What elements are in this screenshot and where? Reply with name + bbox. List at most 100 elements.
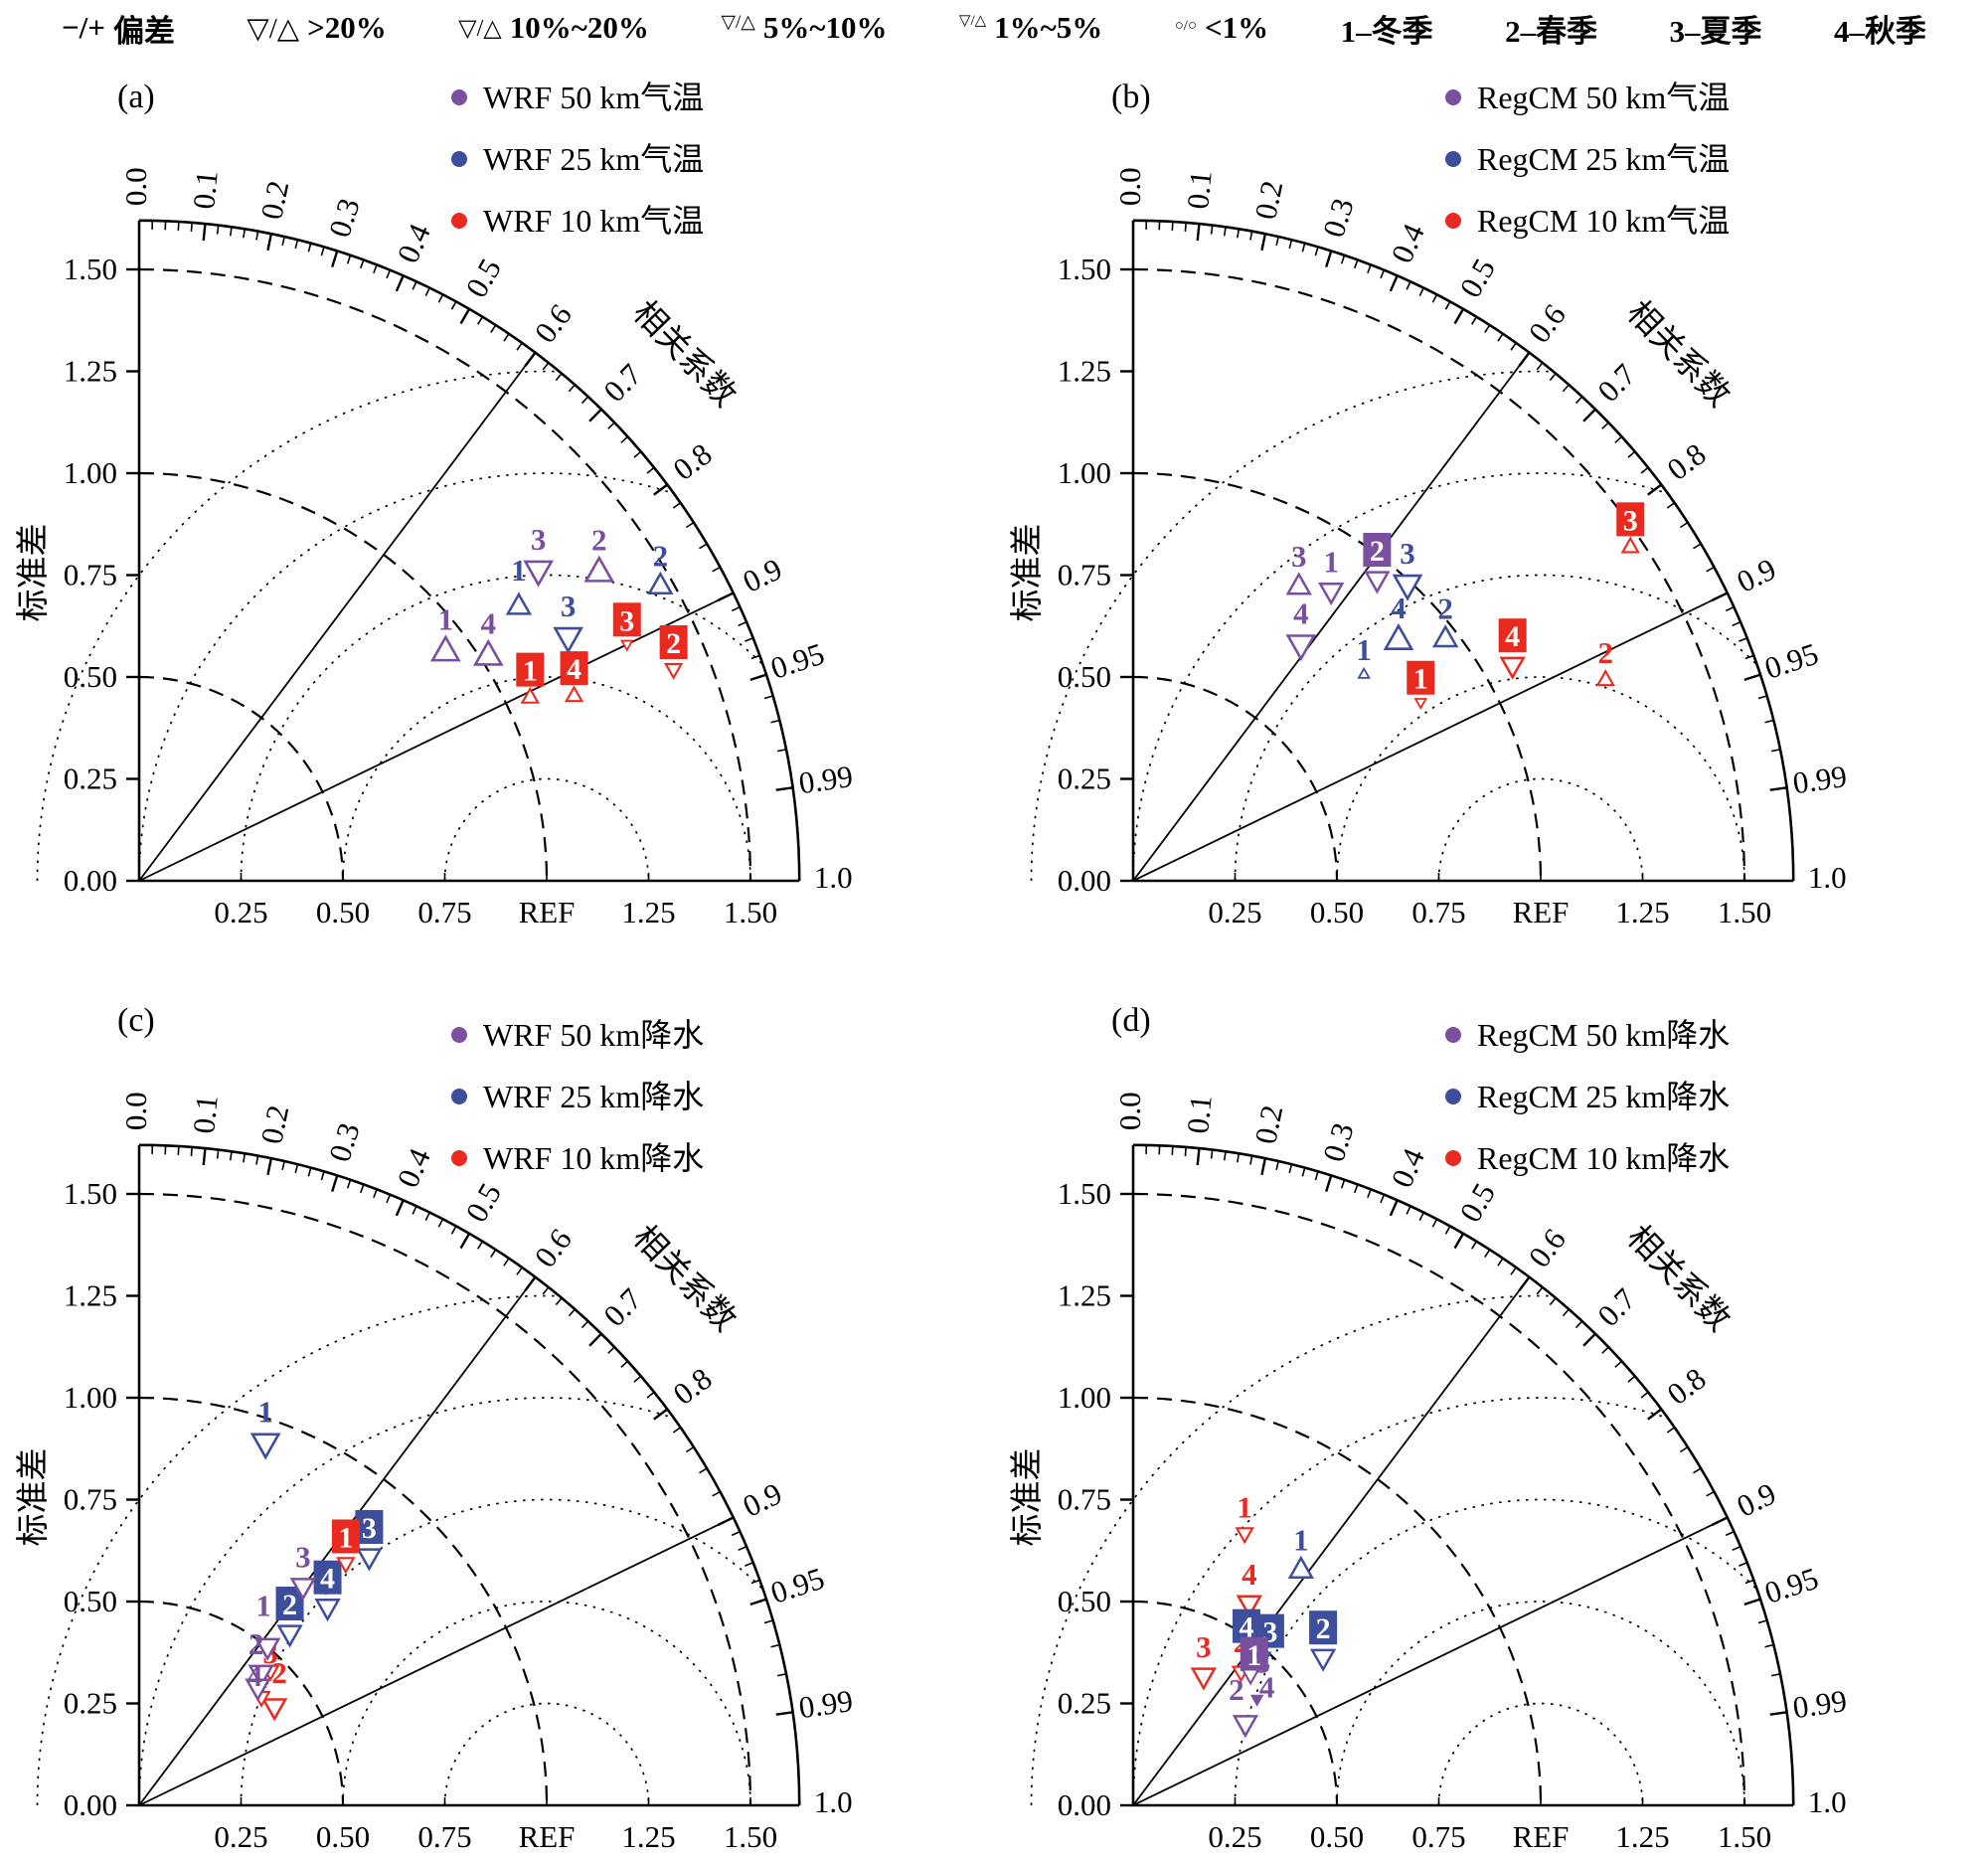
cor-tick-minor bbox=[751, 655, 759, 658]
marker-triangle-up bbox=[508, 594, 530, 613]
cor-tick-minor bbox=[491, 1250, 496, 1258]
cor-tick-major bbox=[1712, 592, 1727, 599]
season-label: 1 bbox=[1356, 632, 1372, 667]
cor-tick-major bbox=[204, 1148, 206, 1165]
cor-tick-minor bbox=[1342, 255, 1345, 264]
cor-tick-minor bbox=[1576, 397, 1582, 404]
std-tick-label: 1.25 bbox=[64, 354, 117, 389]
season-label: 4 bbox=[1505, 620, 1520, 653]
cor-tick-minor bbox=[1368, 1189, 1371, 1197]
std-tick-label: 0.50 bbox=[1058, 1584, 1111, 1618]
cor-tick-minor bbox=[713, 1492, 721, 1496]
season-label: 4 bbox=[1293, 595, 1309, 630]
cor-tick-minor bbox=[556, 1298, 562, 1305]
cor-tick-minor bbox=[556, 374, 562, 381]
cor-tick-minor bbox=[608, 423, 614, 428]
bias-legend-item: ▽/△>20% bbox=[247, 10, 386, 46]
bias-legend-label: 偏差 bbox=[113, 6, 175, 51]
cor-tick-minor bbox=[1407, 1206, 1410, 1214]
cor-tick-label: 0.8 bbox=[667, 436, 719, 487]
season-label: 3 bbox=[1623, 504, 1638, 537]
bias-legend-item: ▽/△10%~20% bbox=[458, 10, 649, 46]
cor-tick-minor bbox=[1419, 1213, 1423, 1221]
cor-tick-label: 0.1 bbox=[1180, 169, 1219, 211]
cor-tick-minor bbox=[244, 1153, 245, 1162]
cor-tick-minor bbox=[256, 1156, 258, 1165]
season-label: 2 bbox=[653, 538, 669, 573]
cor-tick-minor bbox=[1615, 436, 1622, 442]
cor-tick-label: 0.1 bbox=[1180, 1094, 1219, 1135]
cor-tick-label: 0.95 bbox=[1760, 636, 1822, 686]
cor-tick-minor bbox=[699, 1468, 707, 1473]
std-tick-label: 0.50 bbox=[64, 1584, 117, 1618]
marker-triangle-down bbox=[252, 1435, 278, 1457]
cor-tick-minor bbox=[191, 1147, 192, 1156]
cor-tick-minor bbox=[348, 255, 351, 264]
std-tick-label: 0.00 bbox=[64, 863, 117, 898]
bias-legend-label: 3–夏季 bbox=[1670, 6, 1762, 51]
x-tick-label: 0.50 bbox=[316, 1819, 370, 1854]
cor-tick-minor bbox=[1615, 1361, 1622, 1367]
correlation-line bbox=[1133, 1517, 1728, 1805]
cor-tick-major bbox=[718, 1517, 733, 1524]
cor-tick-label: 0.5 bbox=[1452, 253, 1502, 303]
rmse-arc bbox=[1236, 575, 1757, 881]
cor-tick-minor bbox=[1381, 270, 1384, 278]
legend-dot-red bbox=[1445, 213, 1461, 229]
cor-tick-major bbox=[1744, 1600, 1760, 1605]
x-tick-label: 1.50 bbox=[1718, 1819, 1771, 1854]
cor-tick-minor bbox=[387, 270, 390, 278]
std-arc bbox=[1133, 473, 1541, 881]
std-arc bbox=[139, 677, 343, 881]
season-label: 1 bbox=[338, 1521, 353, 1554]
cor-tick-major bbox=[1326, 251, 1331, 266]
panel-tag: (d) bbox=[1111, 1002, 1151, 1039]
x-tick-label: 0.25 bbox=[214, 1819, 267, 1854]
legend-dot-red bbox=[451, 213, 467, 229]
x-tick-label: 0.25 bbox=[1208, 1819, 1261, 1854]
cor-tick-minor bbox=[361, 259, 364, 267]
legend-label: RegCM 50 km气温 bbox=[1477, 80, 1730, 115]
cor-tick-minor bbox=[231, 227, 232, 236]
std-tick-label: 0.75 bbox=[64, 1482, 117, 1517]
season-label: 2 bbox=[1598, 635, 1614, 670]
cor-tick-label: 0.9 bbox=[738, 1475, 787, 1523]
cor-tick-minor bbox=[1745, 1580, 1753, 1583]
cor-tick-minor bbox=[764, 696, 773, 699]
x-tick-label: 0.75 bbox=[1411, 895, 1465, 930]
marker-triangle-up bbox=[1288, 575, 1310, 593]
correlation-line bbox=[1133, 592, 1728, 881]
correlation-axis-title: 相关系数 bbox=[626, 294, 744, 415]
x-tick-label: 0.75 bbox=[417, 1819, 471, 1854]
x-tick-label: 0.50 bbox=[316, 895, 370, 930]
marker-triangle-up bbox=[1597, 671, 1613, 685]
cor-tick-minor bbox=[1576, 1321, 1582, 1328]
std-tick-label: 1.25 bbox=[64, 1278, 117, 1313]
cor-tick-minor bbox=[1472, 317, 1477, 325]
cor-tick-minor bbox=[1693, 544, 1701, 549]
bias-legend-label: 5%~10% bbox=[763, 10, 888, 46]
cor-tick-minor bbox=[413, 1206, 416, 1214]
cor-tick-minor bbox=[1739, 1563, 1746, 1566]
cor-tick-label: 0.0 bbox=[118, 1092, 153, 1130]
cor-tick-minor bbox=[1302, 1168, 1304, 1177]
rmse-arc bbox=[1133, 1398, 1668, 1805]
cor-tick-minor bbox=[1771, 750, 1780, 752]
cor-tick-minor bbox=[771, 1645, 780, 1647]
cor-tick-label: 0.6 bbox=[528, 1222, 579, 1273]
cor-tick-label: 0.99 bbox=[1790, 759, 1849, 800]
cor-tick-major bbox=[1583, 1334, 1595, 1346]
cor-tick-minor bbox=[1765, 721, 1774, 723]
cor-tick-minor bbox=[374, 264, 377, 272]
cor-tick-label: 0.7 bbox=[1590, 357, 1642, 409]
cor-tick-minor bbox=[1765, 1645, 1774, 1647]
std-axis-title: 标准差 bbox=[15, 1448, 52, 1547]
cor-tick-major bbox=[1326, 1175, 1331, 1191]
cor-tick-minor bbox=[308, 1168, 310, 1177]
std-arc bbox=[139, 1194, 750, 1805]
bias-legend-label: 4–秋季 bbox=[1834, 6, 1926, 51]
cor-tick-major bbox=[267, 1158, 270, 1175]
